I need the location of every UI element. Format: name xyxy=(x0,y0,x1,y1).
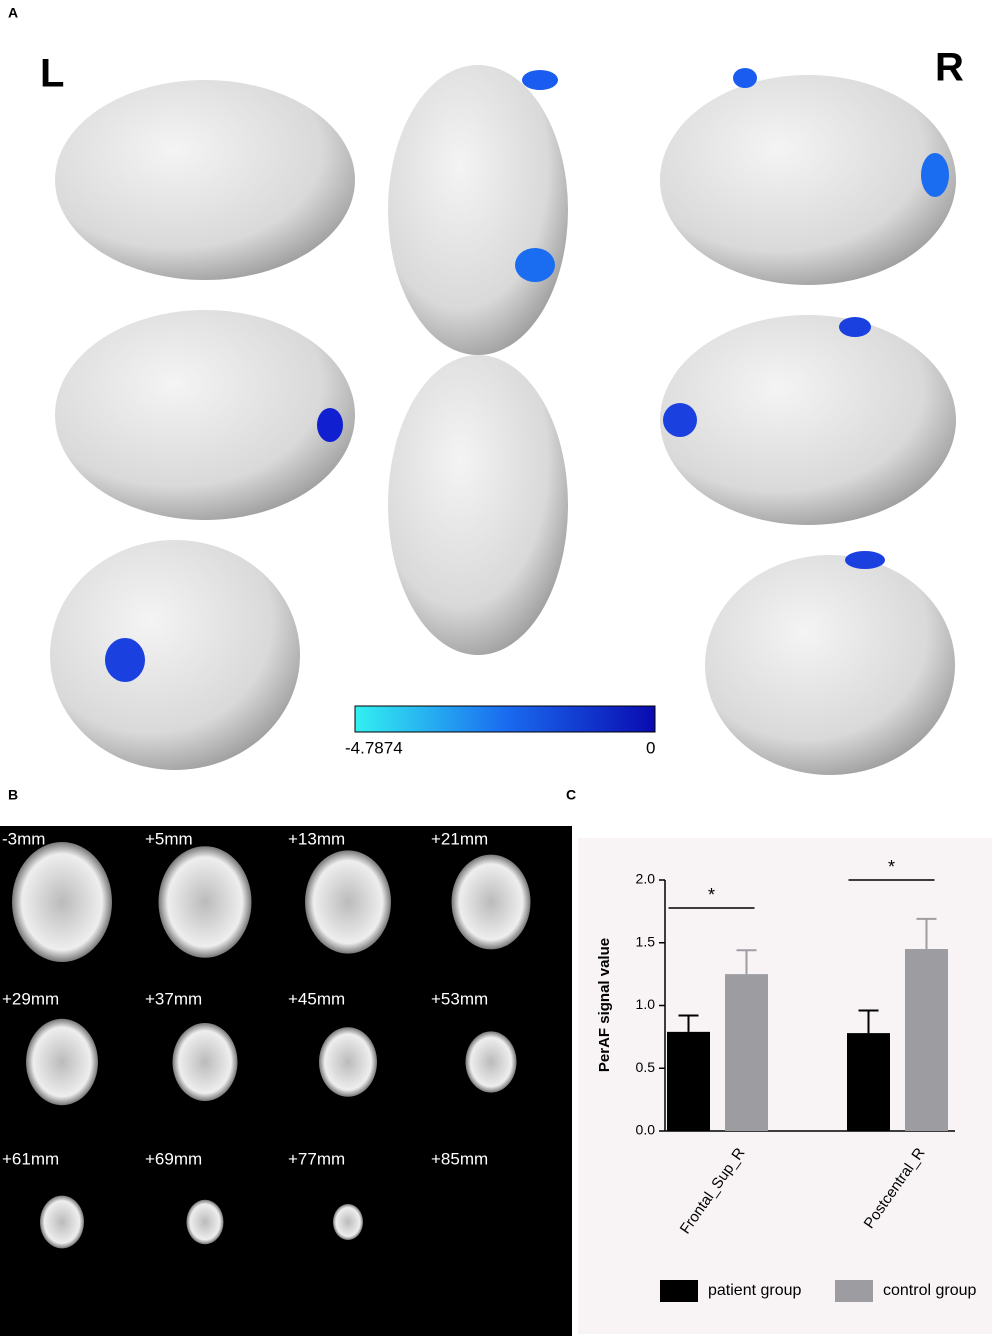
bar xyxy=(847,1033,890,1131)
y-tick-label: 1.5 xyxy=(636,933,656,949)
bar xyxy=(667,1031,710,1131)
brain-slice xyxy=(333,1204,363,1240)
hemisphere-label: R xyxy=(935,46,964,90)
slice-label: +21mm xyxy=(431,829,488,848)
brain-slice xyxy=(26,1018,98,1106)
brain-renders xyxy=(50,65,956,775)
brain-slice xyxy=(40,1195,84,1249)
hemisphere-label: L xyxy=(40,52,64,96)
slice-label: +61mm xyxy=(2,1149,59,1168)
slice-label: +37mm xyxy=(145,989,202,1008)
colorbar-max: 0 xyxy=(646,738,655,757)
colorbar-min: -4.7874 xyxy=(345,738,403,757)
brain-slice xyxy=(186,1199,224,1245)
panel-label: C xyxy=(566,787,576,803)
slice-label: +85mm xyxy=(431,1149,488,1168)
brain-slice xyxy=(451,854,531,950)
slice-grid: -3mm +5mm +13mm +21mm +29mm +37mm +45mm +53mm +6… xyxy=(2,829,531,1249)
legend-swatch xyxy=(660,1280,698,1302)
slice-label: -3mm xyxy=(2,829,45,848)
slice-label: +13mm xyxy=(288,829,345,848)
panel-label: B xyxy=(8,787,18,803)
legend-label: patient group xyxy=(708,1282,802,1299)
y-tick-label: 0.5 xyxy=(636,1059,656,1075)
slice-label: +5mm xyxy=(145,829,193,848)
legend-swatch xyxy=(835,1280,873,1302)
brain-slice xyxy=(172,1023,238,1101)
colorbar xyxy=(354,705,656,733)
y-tick-label: 2.0 xyxy=(636,871,656,887)
y-tick-label: 0.0 xyxy=(636,1122,656,1138)
slice-label: +77mm xyxy=(288,1149,345,1168)
slice-label: +29mm xyxy=(2,989,59,1008)
bar xyxy=(905,949,948,1131)
brain-slice xyxy=(12,842,112,962)
y-axis-label: PerAF signal value xyxy=(596,938,613,1072)
y-tick-label: 1.0 xyxy=(636,996,656,1012)
slice-label: +53mm xyxy=(431,989,488,1008)
bar xyxy=(725,974,768,1131)
slice-label: +69mm xyxy=(145,1149,202,1168)
legend-label: control group xyxy=(883,1282,976,1299)
significance-star: * xyxy=(708,885,715,905)
brain-slice xyxy=(158,846,252,958)
brain-slice xyxy=(305,850,391,954)
brain-slice xyxy=(319,1027,377,1097)
slice-label: +45mm xyxy=(288,989,345,1008)
brain-slice xyxy=(465,1031,517,1093)
panel-label: A xyxy=(8,5,18,21)
significance-star: * xyxy=(888,857,895,877)
